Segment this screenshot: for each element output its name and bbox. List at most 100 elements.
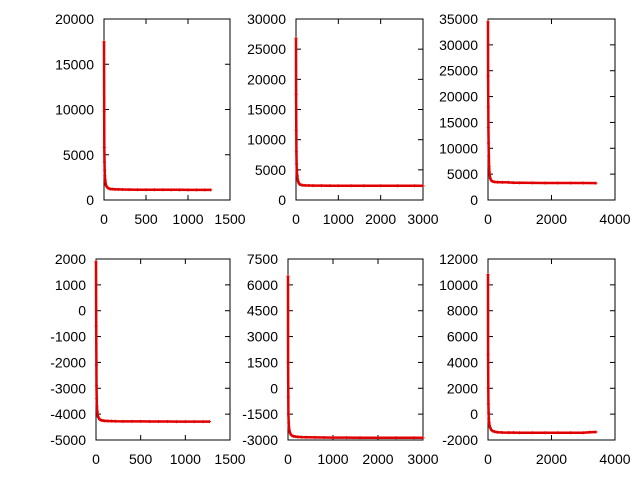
y-tick-label: 0	[86, 192, 94, 208]
data-point	[294, 92, 298, 96]
data-point	[157, 420, 161, 424]
data-point	[94, 324, 98, 328]
y-tick-label: 4000	[447, 354, 478, 370]
data-point	[486, 402, 490, 406]
plot-frame	[487, 258, 616, 441]
data-point	[95, 404, 99, 408]
data-point	[194, 188, 198, 192]
data-point	[487, 141, 491, 145]
data-point	[543, 431, 547, 435]
chart-panel-5: -3000 -1500 0 1500 3000 4500 6000 7500 0 1000 2000…	[242, 251, 439, 467]
y-tick-label: 30000	[247, 11, 286, 27]
chart-panel-6: -2000 0 2000 4000 6000 8000 10000 12000 0 2000 400…	[439, 251, 631, 467]
y-tick-label: 5000	[255, 162, 286, 178]
data-point	[311, 184, 315, 188]
y-tick-label: 20000	[247, 71, 286, 87]
x-tick-label: 1500	[214, 451, 245, 467]
data-point	[345, 436, 348, 440]
data-point	[201, 420, 205, 424]
chart-panel-4: -5000 -4000 -3000 -2000 -1000 0 1000 2000 0 500 10…	[50, 251, 246, 467]
data-point	[288, 430, 292, 434]
data-point	[192, 420, 196, 424]
data-point	[518, 181, 522, 185]
x-tick-label: 0	[484, 211, 492, 227]
data-point	[286, 412, 290, 416]
data-point	[300, 435, 303, 439]
y-tick-label: 2000	[447, 380, 478, 396]
data-point	[486, 105, 490, 109]
x-tick-label: 4000	[599, 211, 630, 227]
y-tick-label: 10000	[247, 132, 286, 148]
series-line	[94, 261, 210, 423]
data-point	[581, 431, 585, 435]
data-point	[186, 188, 190, 192]
y-tick-label: 15000	[247, 102, 286, 118]
y-tick-label: 2000	[55, 251, 86, 267]
data-point	[487, 164, 491, 168]
data-point	[322, 436, 326, 439]
data-point	[301, 183, 305, 187]
y-tick-label: 10000	[439, 277, 478, 293]
data-point	[511, 431, 515, 435]
data-point	[169, 188, 173, 192]
data-point	[295, 162, 299, 166]
data-point	[488, 424, 492, 428]
data-point	[103, 178, 107, 182]
data-point	[569, 181, 573, 185]
y-tick-label: 35000	[439, 11, 478, 27]
data-point	[303, 183, 307, 187]
data-point	[95, 384, 99, 388]
chart-panel-2: 0 5000 10000 15000 20000 25000 30000 0 1000 2000 3…	[247, 11, 439, 227]
y-tick-label: -3000	[50, 380, 86, 396]
data-point	[95, 410, 99, 414]
data-point	[95, 397, 99, 401]
y-tick-label: 10000	[55, 102, 94, 118]
data-series-1	[486, 20, 598, 185]
data-point	[496, 180, 500, 184]
data-point	[543, 181, 547, 185]
data-point	[286, 274, 290, 278]
data-point	[492, 180, 496, 184]
x-tick-label: 2000	[362, 451, 393, 467]
data-point	[130, 419, 134, 423]
data-point	[412, 436, 416, 440]
data-point	[488, 176, 492, 180]
data-point	[488, 426, 492, 430]
x-tick-label: 500	[134, 211, 158, 227]
data-point	[487, 417, 491, 421]
y-tick-label: 1500	[247, 354, 278, 370]
data-point	[500, 431, 504, 435]
data-point	[313, 435, 317, 439]
data-point	[113, 187, 117, 191]
x-tick-label: 500	[129, 451, 153, 467]
x-tick-label: 0	[484, 451, 492, 467]
data-point	[207, 420, 211, 424]
x-tick-label: 2000	[536, 451, 567, 467]
data-point	[594, 430, 598, 434]
plot-frame	[95, 258, 231, 441]
data-point	[486, 74, 490, 78]
data-point	[102, 146, 106, 150]
y-tick-label: 6000	[247, 277, 278, 293]
series-line	[486, 21, 597, 185]
data-point	[362, 184, 366, 188]
data-point	[295, 174, 299, 178]
data-point	[144, 188, 148, 192]
data-series-1	[486, 273, 598, 435]
data-point	[486, 273, 490, 277]
data-point	[518, 431, 522, 435]
data-point	[103, 419, 107, 423]
data-point	[588, 430, 592, 434]
y-tick-label: -2000	[50, 354, 86, 370]
x-tick-label: 4000	[599, 451, 630, 467]
data-point	[487, 411, 491, 415]
y-tick-label: 1000	[55, 277, 86, 293]
data-point	[103, 168, 107, 172]
data-point	[530, 181, 534, 185]
y-tick-label: 0	[270, 380, 278, 396]
y-tick-label: 20000	[55, 11, 94, 27]
y-tick-label: -4000	[50, 406, 86, 422]
data-point	[530, 431, 534, 435]
y-tick-label: 7500	[247, 251, 278, 267]
